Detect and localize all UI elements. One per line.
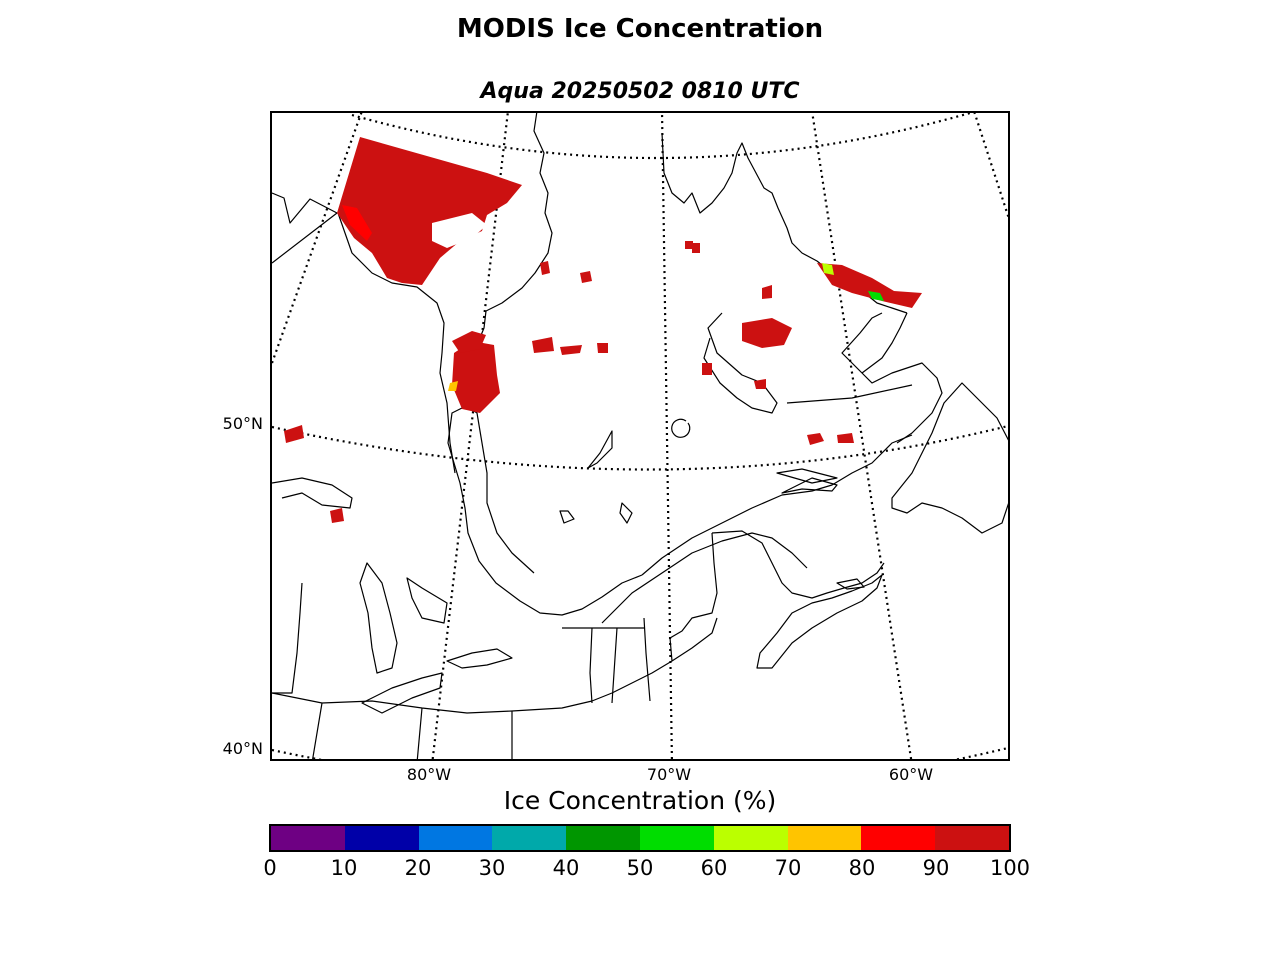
colorbar-segment bbox=[713, 826, 788, 850]
colorbar-tick-label: 70 bbox=[774, 856, 802, 880]
ontario-coast bbox=[337, 212, 456, 474]
ontario-quebec-border bbox=[461, 402, 535, 574]
new-brunswick bbox=[711, 530, 885, 599]
colorbar-tick-label: 20 bbox=[404, 856, 432, 880]
ice-patch-small-12 bbox=[702, 363, 712, 375]
lon-label-70w: 70°W bbox=[646, 765, 692, 784]
ice-patch-small-13 bbox=[754, 379, 766, 389]
colorbar-tick-label: 90 bbox=[922, 856, 950, 880]
st-lawrence-south bbox=[601, 532, 808, 624]
lake-huron bbox=[359, 562, 398, 674]
gaspe bbox=[781, 477, 838, 494]
map-canvas bbox=[272, 113, 1008, 759]
lake-st-john bbox=[559, 510, 575, 524]
labrador-coast bbox=[841, 312, 943, 444]
ice-patch-labrador bbox=[817, 263, 922, 308]
ice-patch-small-4 bbox=[560, 345, 582, 355]
newfoundland bbox=[891, 382, 1008, 534]
meridian-60w bbox=[811, 113, 913, 759]
labrador-border bbox=[786, 384, 913, 404]
lat-label-50n: 50°N bbox=[222, 414, 263, 433]
meridian-70w bbox=[660, 113, 674, 759]
manicouagan bbox=[671, 418, 691, 438]
parallel-40n bbox=[272, 746, 1008, 759]
colorbar-tick-label: 50 bbox=[626, 856, 654, 880]
ice-patch-small-3 bbox=[532, 337, 554, 353]
ice-concentration-layer bbox=[284, 137, 922, 523]
ice-patch-small-7 bbox=[330, 508, 344, 523]
ice-yellow-fringe bbox=[448, 381, 458, 391]
pei bbox=[836, 578, 865, 590]
meridian-80w bbox=[431, 113, 509, 759]
lake-michigan bbox=[272, 582, 303, 694]
ice-lime-labrador bbox=[822, 263, 834, 275]
ice-patch-small-14 bbox=[685, 241, 693, 249]
colorbar-tick-label: 40 bbox=[552, 856, 580, 880]
chart-title: MODIS Ice Concentration bbox=[456, 14, 824, 44]
colorbar-tick-label: 0 bbox=[263, 856, 277, 880]
colorbar-segment bbox=[418, 826, 493, 850]
parallel-60n bbox=[351, 113, 974, 160]
colorbar-tick-label: 80 bbox=[848, 856, 876, 880]
lake-mistassini bbox=[587, 430, 613, 469]
colorbar-segment bbox=[566, 826, 640, 850]
ice-patch-caniapiscau bbox=[742, 318, 792, 348]
maine-border bbox=[669, 532, 718, 662]
colorbar-tick-label: 60 bbox=[700, 856, 728, 880]
ice-patch-hudson-bay bbox=[337, 137, 522, 285]
lake-superior bbox=[272, 477, 353, 509]
colorbar-title: Ice Concentration (%) bbox=[503, 786, 777, 815]
ice-patch-small-2 bbox=[540, 261, 550, 275]
colorbar-segment bbox=[935, 826, 1009, 850]
lon-label-60w: 60°W bbox=[888, 765, 934, 784]
colorbar-segment bbox=[861, 826, 936, 850]
ice-patch-small-1 bbox=[580, 271, 592, 283]
ice-patch-small-10 bbox=[692, 243, 700, 253]
ice-patch-james-bay-2 bbox=[452, 331, 486, 353]
parallel-50n bbox=[272, 424, 1008, 471]
anticosti bbox=[776, 468, 838, 484]
st-lawrence-north bbox=[641, 434, 913, 576]
nova-scotia bbox=[756, 574, 883, 669]
ice-patch-james-bay bbox=[452, 341, 500, 413]
lake-erie bbox=[361, 672, 443, 714]
map-panel bbox=[270, 111, 1010, 761]
lat-label-40n: 40°N bbox=[222, 739, 263, 758]
state-borders bbox=[312, 617, 651, 759]
ice-gap-hudson-bay bbox=[432, 213, 487, 248]
colorbar-segment bbox=[787, 826, 862, 850]
colorbar-segment bbox=[639, 826, 714, 850]
meridian-50w bbox=[973, 113, 1008, 220]
graticule bbox=[272, 113, 1008, 759]
colorbar-tick-label: 30 bbox=[478, 856, 506, 880]
ice-fringe-hudson bbox=[342, 205, 372, 241]
ice-patch-small-11 bbox=[762, 285, 772, 299]
chart-subtitle: Aqua 20250502 0810 UTC bbox=[480, 79, 800, 104]
lon-label-80w: 80°W bbox=[406, 765, 452, 784]
colorbar bbox=[269, 824, 1011, 852]
coastlines bbox=[272, 113, 1008, 759]
ice-patch-small-5 bbox=[597, 343, 608, 353]
georgian-bay bbox=[406, 577, 448, 624]
gouin bbox=[619, 502, 633, 524]
meridian-90w bbox=[272, 113, 363, 364]
ice-green-labrador bbox=[868, 291, 884, 301]
colorbar-segment bbox=[271, 826, 345, 850]
ice-patch-small-9 bbox=[837, 433, 854, 443]
colorbar-tick-label: 100 bbox=[989, 856, 1031, 880]
lake-ontario bbox=[446, 648, 513, 669]
ice-patch-small-6 bbox=[284, 425, 304, 443]
james-bay-west bbox=[272, 192, 338, 264]
colorbar-segment bbox=[344, 826, 419, 850]
lake-caniapiscau bbox=[703, 312, 778, 414]
colorbar-tick-label: 10 bbox=[330, 856, 358, 880]
ice-patch-small-8 bbox=[807, 433, 824, 445]
colorbar-segment bbox=[492, 826, 567, 850]
